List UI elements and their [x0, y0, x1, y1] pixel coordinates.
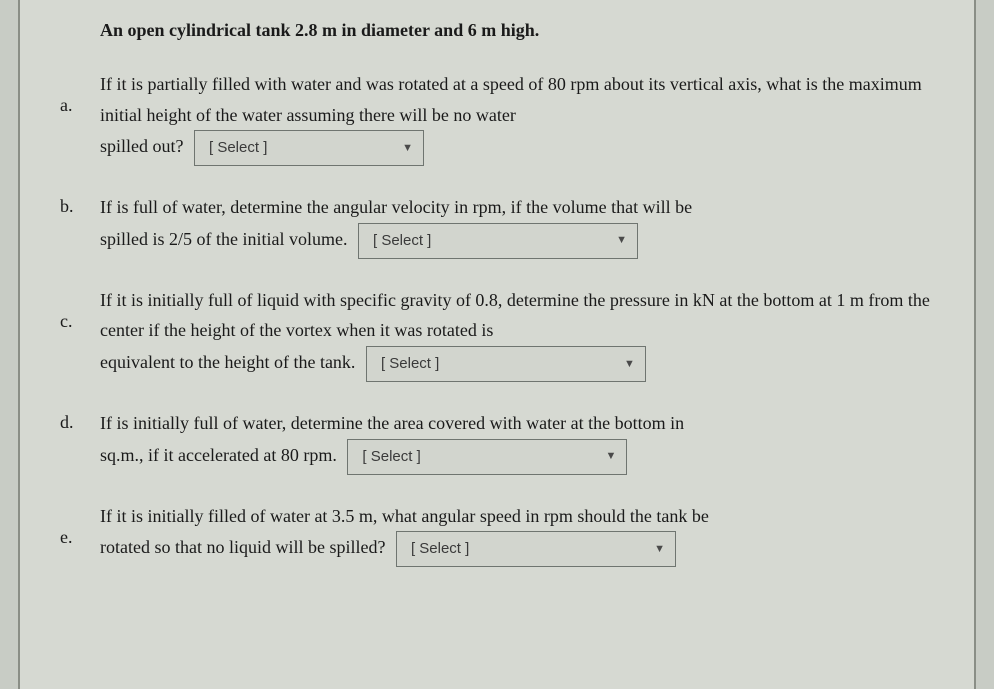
select-c-placeholder: [ Select ] [381, 351, 439, 377]
chevron-down-icon: ▼ [606, 447, 617, 466]
question-body-b: If is full of water, determine the angul… [100, 192, 934, 263]
chevron-down-icon: ▼ [624, 355, 635, 374]
question-body-a: If it is partially filled with water and… [100, 69, 934, 170]
chevron-down-icon: ▼ [616, 231, 627, 250]
question-text-e1: If it is initially filled of water at 3.… [100, 506, 709, 526]
question-b: b. If is full of water, determine the an… [60, 192, 934, 263]
question-label-d: d. [60, 408, 100, 433]
select-a[interactable]: [ Select ] ▼ [194, 130, 424, 166]
select-d[interactable]: [ Select ] ▼ [347, 439, 627, 475]
question-text-a1: If it is partially filled with water and… [100, 74, 922, 125]
question-c: c. If it is initially full of liquid wit… [60, 285, 934, 386]
select-e[interactable]: [ Select ] ▼ [396, 531, 676, 567]
chevron-down-icon: ▼ [402, 139, 413, 158]
chevron-down-icon: ▼ [654, 540, 665, 559]
question-d: d. If is initially full of water, determ… [60, 408, 934, 479]
question-text-b2: spilled is 2/5 of the initial volume. [ … [100, 223, 934, 259]
question-body-c: If it is initially full of liquid with s… [100, 285, 934, 386]
question-panel: An open cylindrical tank 2.8 m in diamet… [18, 0, 976, 689]
question-label-b: b. [60, 192, 100, 217]
question-body-d: If is initially full of water, determine… [100, 408, 934, 479]
question-label-c: c. [60, 285, 100, 332]
question-text-d1: If is initially full of water, determine… [100, 413, 684, 433]
question-text-a2: spilled out? [ Select ] ▼ [100, 130, 934, 166]
question-text-d2: sq.m., if it accelerated at 80 rpm. [ Se… [100, 439, 934, 475]
question-body-e: If it is initially filled of water at 3.… [100, 501, 934, 572]
question-a: a. If it is partially filled with water … [60, 69, 934, 170]
select-e-placeholder: [ Select ] [411, 536, 469, 562]
question-label-a: a. [60, 69, 100, 116]
question-text-c2: equivalent to the height of the tank. [ … [100, 346, 934, 382]
question-text-e2: rotated so that no liquid will be spille… [100, 531, 934, 567]
select-d-placeholder: [ Select ] [362, 444, 420, 470]
question-text-c1: If it is initially full of liquid with s… [100, 290, 930, 341]
question-text-b1: If is full of water, determine the angul… [100, 197, 692, 217]
select-b[interactable]: [ Select ] ▼ [358, 223, 638, 259]
select-a-placeholder: [ Select ] [209, 135, 267, 161]
problem-intro: An open cylindrical tank 2.8 m in diamet… [100, 20, 934, 41]
question-e: e. If it is initially filled of water at… [60, 501, 934, 572]
select-c[interactable]: [ Select ] ▼ [366, 346, 646, 382]
question-label-e: e. [60, 501, 100, 548]
select-b-placeholder: [ Select ] [373, 228, 431, 254]
